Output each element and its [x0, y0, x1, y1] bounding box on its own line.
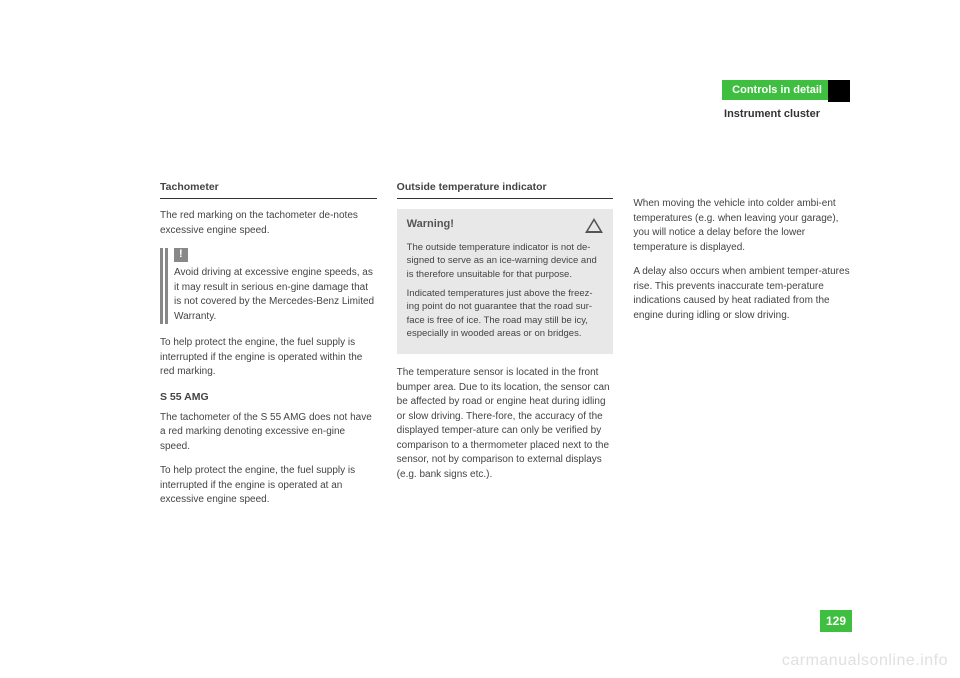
warning-paragraph: The outside temperature indicator is not…	[407, 241, 604, 281]
column-1: Tachometer The red marking on the tachom…	[160, 180, 377, 518]
warning-header: Warning!	[407, 217, 604, 233]
page-number: 129	[820, 610, 852, 632]
watermark: carmanualsonline.info	[782, 652, 948, 670]
section-label: Controls in detail	[722, 80, 832, 100]
spacer	[633, 180, 850, 197]
tab-marker	[828, 80, 850, 102]
temperature-heading: Outside temperature indicator	[397, 180, 614, 199]
warning-text: The outside temperature indicator is not…	[407, 241, 604, 340]
column-3: When moving the vehicle into colder ambi…	[633, 180, 850, 518]
body-text: The tachometer of the S 55 AMG does not …	[160, 411, 377, 455]
tachometer-heading: Tachometer	[160, 180, 377, 199]
header-row: Controls in detail	[722, 80, 850, 102]
subsection-label: Instrument cluster	[722, 108, 850, 120]
column-2: Outside temperature indicator Warning! T…	[397, 180, 614, 518]
body-text: A delay also occurs when ambient temper-…	[633, 265, 850, 323]
page-header: Controls in detail Instrument cluster	[722, 80, 850, 120]
content-columns: Tachometer The red marking on the tachom…	[160, 180, 850, 518]
note-bar	[160, 248, 163, 324]
note-text: Avoid driving at excessive engine speeds…	[174, 266, 377, 324]
info-icon	[174, 248, 188, 262]
warning-triangle-icon	[585, 218, 603, 233]
warning-box: Warning! The outside temperature indicat…	[397, 209, 614, 354]
body-text: To help protect the engine, the fuel sup…	[160, 336, 377, 380]
body-text: To help protect the engine, the fuel sup…	[160, 464, 377, 508]
note-content: Avoid driving at excessive engine speeds…	[174, 248, 377, 324]
body-text: The red marking on the tachometer de-not…	[160, 209, 377, 238]
body-text: When moving the vehicle into colder ambi…	[633, 197, 850, 255]
warning-label: Warning!	[407, 217, 454, 233]
body-text: The temperature sensor is located in the…	[397, 366, 614, 482]
note-box: Avoid driving at excessive engine speeds…	[160, 248, 377, 324]
note-bar	[165, 248, 168, 324]
warning-paragraph: Indicated temperatures just above the fr…	[407, 287, 604, 340]
amg-subheading: S 55 AMG	[160, 390, 377, 405]
